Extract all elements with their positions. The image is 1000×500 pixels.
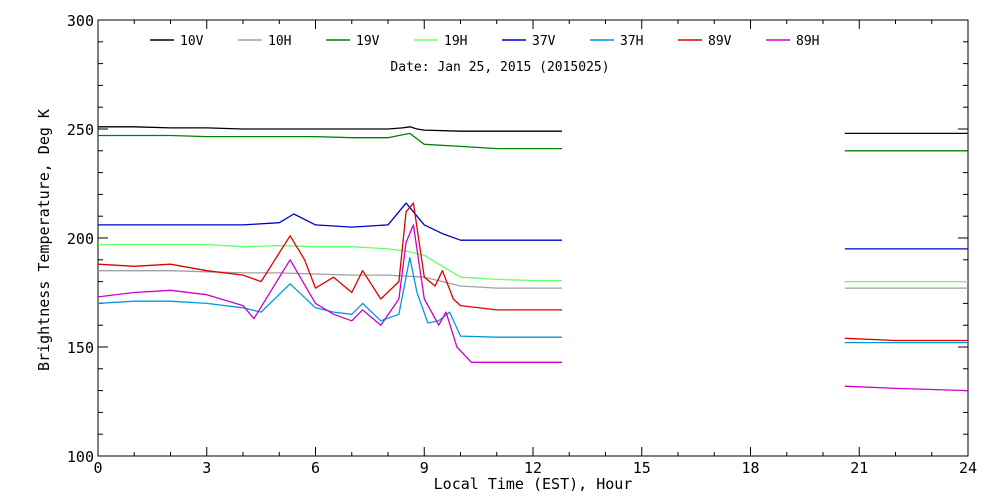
x-tick-label: 15 — [633, 459, 651, 477]
series-line-10v — [98, 126, 968, 135]
series-line-89h — [97, 224, 969, 392]
x-tick-label: 6 — [311, 459, 320, 477]
x-tick-label: 18 — [741, 459, 759, 477]
x-tick-label: 21 — [850, 459, 868, 477]
x-tick-label: 9 — [420, 459, 429, 477]
x-tick-label: 0 — [93, 459, 102, 477]
series-line-10h — [98, 270, 968, 289]
y-tick-label: 250 — [67, 121, 94, 139]
legend-label: 10H — [268, 34, 291, 49]
legend-label: 19H — [444, 34, 467, 49]
series-line-37h — [97, 256, 968, 344]
axis-ticks: 0 3 6 9 12 15 18 21 24 100 150 200 250 300 — [67, 12, 977, 477]
legend-label: 19V — [356, 34, 380, 49]
y-tick-label: 300 — [67, 12, 94, 30]
legend-label: 89V — [708, 34, 732, 49]
series-line-89v — [97, 202, 968, 342]
chart-subtitle: Date: Jan 25, 2015 (2015025) — [390, 60, 609, 75]
legend-label: 10V — [180, 34, 204, 49]
legend-label: 37H — [620, 34, 643, 49]
y-axis-title: Brightness Temperature, Deg K — [35, 109, 53, 371]
x-tick-label: 3 — [202, 459, 211, 477]
series-lines — [97, 126, 969, 392]
y-tick-label: 150 — [67, 339, 94, 357]
y-tick-label: 200 — [67, 230, 94, 248]
series-line-19h — [98, 243, 968, 283]
legend-label: 89H — [796, 34, 819, 49]
x-tick-label: 24 — [959, 459, 977, 477]
series-line-19v — [98, 132, 968, 152]
x-tick-label: 12 — [524, 459, 542, 477]
series-line-37v — [98, 202, 968, 250]
plot-frame — [97, 19, 969, 457]
legend: 10V 10H 19V 19H 37V 37H 89V 89H — [150, 34, 819, 49]
y-tick-label: 100 — [67, 448, 94, 466]
legend-label: 37V — [532, 34, 556, 49]
x-axis-title: Local Time (EST), Hour — [434, 475, 633, 493]
